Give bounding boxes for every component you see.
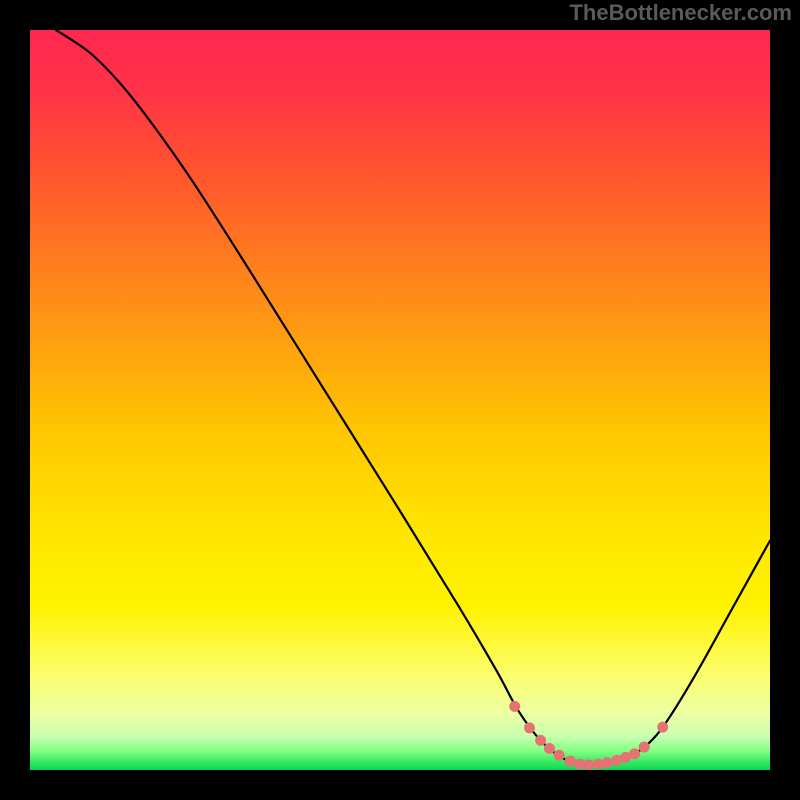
gradient-background: [30, 30, 770, 770]
marker-dot: [639, 742, 649, 752]
marker-dot: [630, 749, 640, 759]
marker-dot: [544, 744, 554, 754]
marker-dot: [658, 722, 668, 732]
marker-dot: [510, 701, 520, 711]
marker-dot: [525, 723, 535, 733]
attribution-text: TheBottlenecker.com: [569, 0, 792, 26]
marker-dot: [584, 760, 594, 770]
marker-dot: [593, 759, 603, 769]
marker-dot: [554, 750, 564, 760]
plot-area: [30, 30, 770, 770]
chart-svg: [30, 30, 770, 770]
marker-dot: [602, 758, 612, 768]
marker-dot: [536, 735, 546, 745]
chart-stage: TheBottlenecker.com: [0, 0, 800, 800]
marker-dot: [565, 756, 575, 766]
